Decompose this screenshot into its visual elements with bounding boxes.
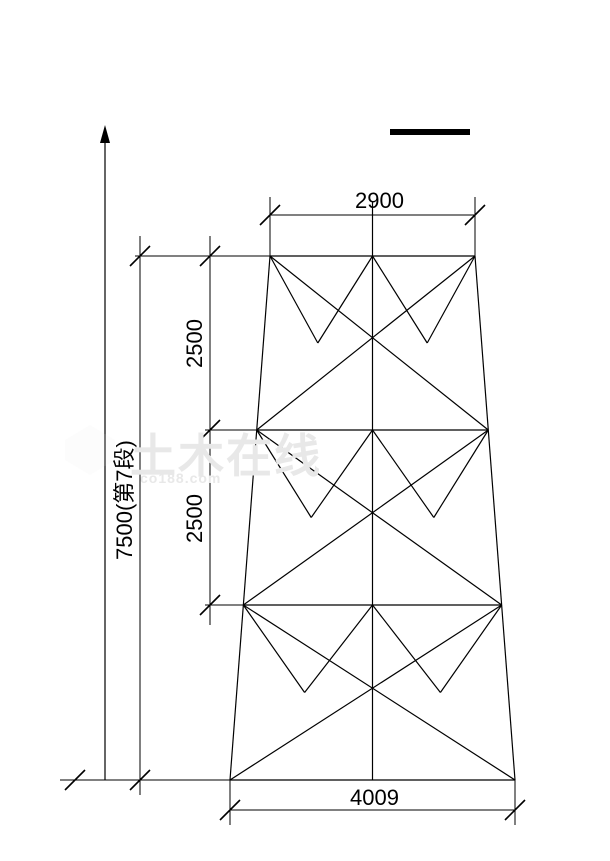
x-brace — [257, 256, 475, 430]
k-brace — [373, 430, 434, 518]
k-brace — [318, 256, 373, 343]
arrow-head — [100, 125, 110, 143]
dim-label: 2900 — [355, 188, 404, 213]
dim-label: 4009 — [350, 785, 399, 810]
k-brace — [373, 256, 428, 343]
tower-leg-left — [230, 256, 270, 780]
k-brace — [440, 605, 501, 693]
k-brace — [311, 430, 372, 518]
k-brace — [305, 605, 373, 693]
k-brace — [434, 430, 489, 518]
k-brace — [427, 256, 475, 343]
dim-label: 2500 — [182, 319, 207, 368]
x-brace — [243, 430, 488, 605]
k-brace — [373, 605, 441, 693]
x-brace — [230, 605, 502, 780]
tower-leg-right — [475, 256, 515, 780]
x-brace — [243, 605, 515, 780]
k-brace — [243, 605, 304, 693]
x-brace — [270, 256, 488, 430]
k-brace — [270, 256, 318, 343]
x-brace — [257, 430, 502, 605]
dim-label: 2500 — [182, 494, 207, 543]
watermark-logo — [60, 420, 120, 480]
k-brace — [257, 430, 312, 518]
